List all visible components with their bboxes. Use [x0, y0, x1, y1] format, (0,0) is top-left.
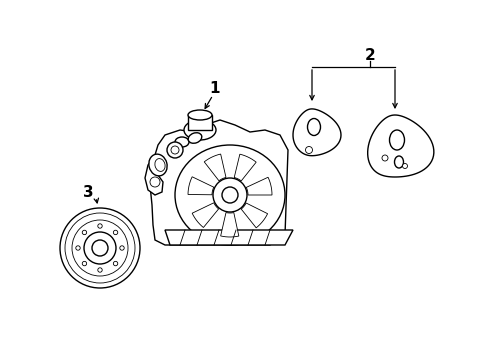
Circle shape [213, 178, 246, 212]
Ellipse shape [389, 130, 404, 150]
Circle shape [82, 230, 86, 235]
Circle shape [113, 261, 118, 266]
Circle shape [98, 224, 102, 228]
Ellipse shape [307, 118, 320, 135]
Ellipse shape [187, 110, 212, 120]
Circle shape [222, 187, 238, 203]
Circle shape [305, 147, 312, 153]
Circle shape [120, 246, 124, 250]
Polygon shape [367, 115, 433, 177]
Polygon shape [145, 160, 163, 195]
Circle shape [84, 232, 116, 264]
Polygon shape [164, 230, 292, 245]
Circle shape [60, 208, 140, 288]
Circle shape [381, 155, 387, 161]
Polygon shape [204, 154, 225, 181]
Polygon shape [292, 109, 340, 156]
Circle shape [82, 261, 86, 266]
Polygon shape [192, 203, 218, 228]
Circle shape [76, 246, 80, 250]
Circle shape [92, 240, 108, 256]
Circle shape [65, 213, 135, 283]
Ellipse shape [175, 145, 285, 245]
Ellipse shape [148, 154, 167, 176]
Circle shape [113, 230, 118, 235]
Circle shape [72, 220, 128, 276]
Polygon shape [234, 154, 256, 181]
Circle shape [98, 268, 102, 272]
Circle shape [167, 142, 183, 158]
Polygon shape [150, 120, 287, 245]
Polygon shape [220, 212, 238, 237]
Text: 1: 1 [209, 81, 220, 95]
Ellipse shape [183, 120, 216, 140]
Circle shape [171, 146, 179, 154]
Ellipse shape [155, 159, 165, 171]
Ellipse shape [394, 156, 403, 168]
Text: 3: 3 [82, 185, 93, 199]
Polygon shape [187, 115, 212, 130]
Polygon shape [187, 177, 213, 195]
Text: 2: 2 [364, 48, 375, 63]
Polygon shape [246, 177, 271, 195]
Polygon shape [241, 203, 267, 228]
Ellipse shape [188, 133, 202, 143]
Circle shape [402, 163, 407, 168]
Circle shape [150, 177, 160, 187]
Ellipse shape [175, 137, 189, 147]
